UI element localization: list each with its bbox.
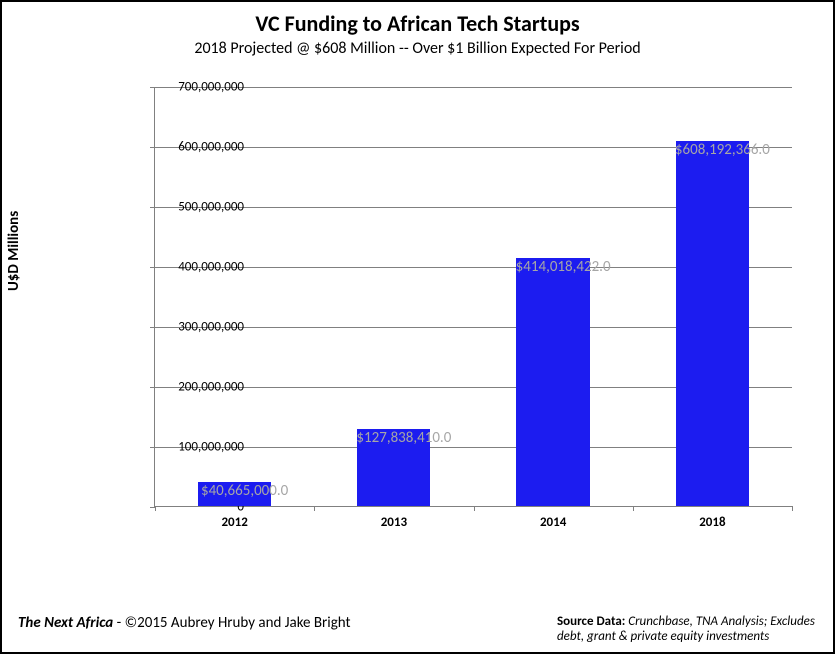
y-tick-label: 300,000,000	[144, 320, 244, 335]
bar	[516, 258, 589, 506]
y-tick-label: 700,000,000	[144, 80, 244, 95]
y-tick-label: 200,000,000	[144, 380, 244, 395]
y-tick-label: 100,000,000	[144, 440, 244, 455]
x-tick-mark	[155, 506, 156, 511]
bar-value-label: $40,665,000.0	[175, 482, 315, 500]
bar	[676, 141, 749, 506]
footer-right-bold: Source Data:	[557, 614, 625, 629]
y-axis-label: U$D Millions	[5, 211, 23, 291]
footer-right: Source Data: Crunchbase, TNA Analysis; E…	[557, 614, 817, 644]
chart-title-area: VC Funding to African Tech Startups 2018…	[2, 2, 833, 58]
y-tick-label: 500,000,000	[144, 200, 244, 215]
footer-left-italic: The Next Africa	[18, 614, 113, 632]
bar-value-label: $414,018,422.0	[493, 258, 633, 276]
x-tick-mark	[314, 506, 315, 511]
chart-container: 0100,000,000200,000,000300,000,000400,00…	[62, 87, 802, 557]
footer-left-rest: - ©2015 Aubrey Hruby and Jake Bright	[113, 614, 350, 632]
x-axis-label: 2013	[381, 515, 407, 530]
x-tick-mark	[474, 506, 475, 511]
gridline	[155, 87, 792, 88]
bar-value-label: $127,838,410.0	[334, 429, 474, 447]
bar-value-label: $608,192,366.0	[652, 141, 792, 159]
y-tick-label: 400,000,000	[144, 260, 244, 275]
chart-subtitle: 2018 Projected @ $608 Million -- Over $1…	[2, 39, 833, 58]
x-tick-mark	[792, 506, 793, 511]
footer-left: The Next Africa - ©2015 Aubrey Hruby and…	[18, 614, 351, 632]
x-axis-label: 2012	[221, 515, 247, 530]
plot-area: 0100,000,000200,000,000300,000,000400,00…	[154, 87, 792, 507]
x-axis-label: 2018	[699, 515, 725, 530]
x-tick-mark	[633, 506, 634, 511]
y-tick-label: 600,000,000	[144, 140, 244, 155]
chart-title: VC Funding to African Tech Startups	[2, 10, 833, 37]
x-axis-label: 2014	[540, 515, 566, 530]
